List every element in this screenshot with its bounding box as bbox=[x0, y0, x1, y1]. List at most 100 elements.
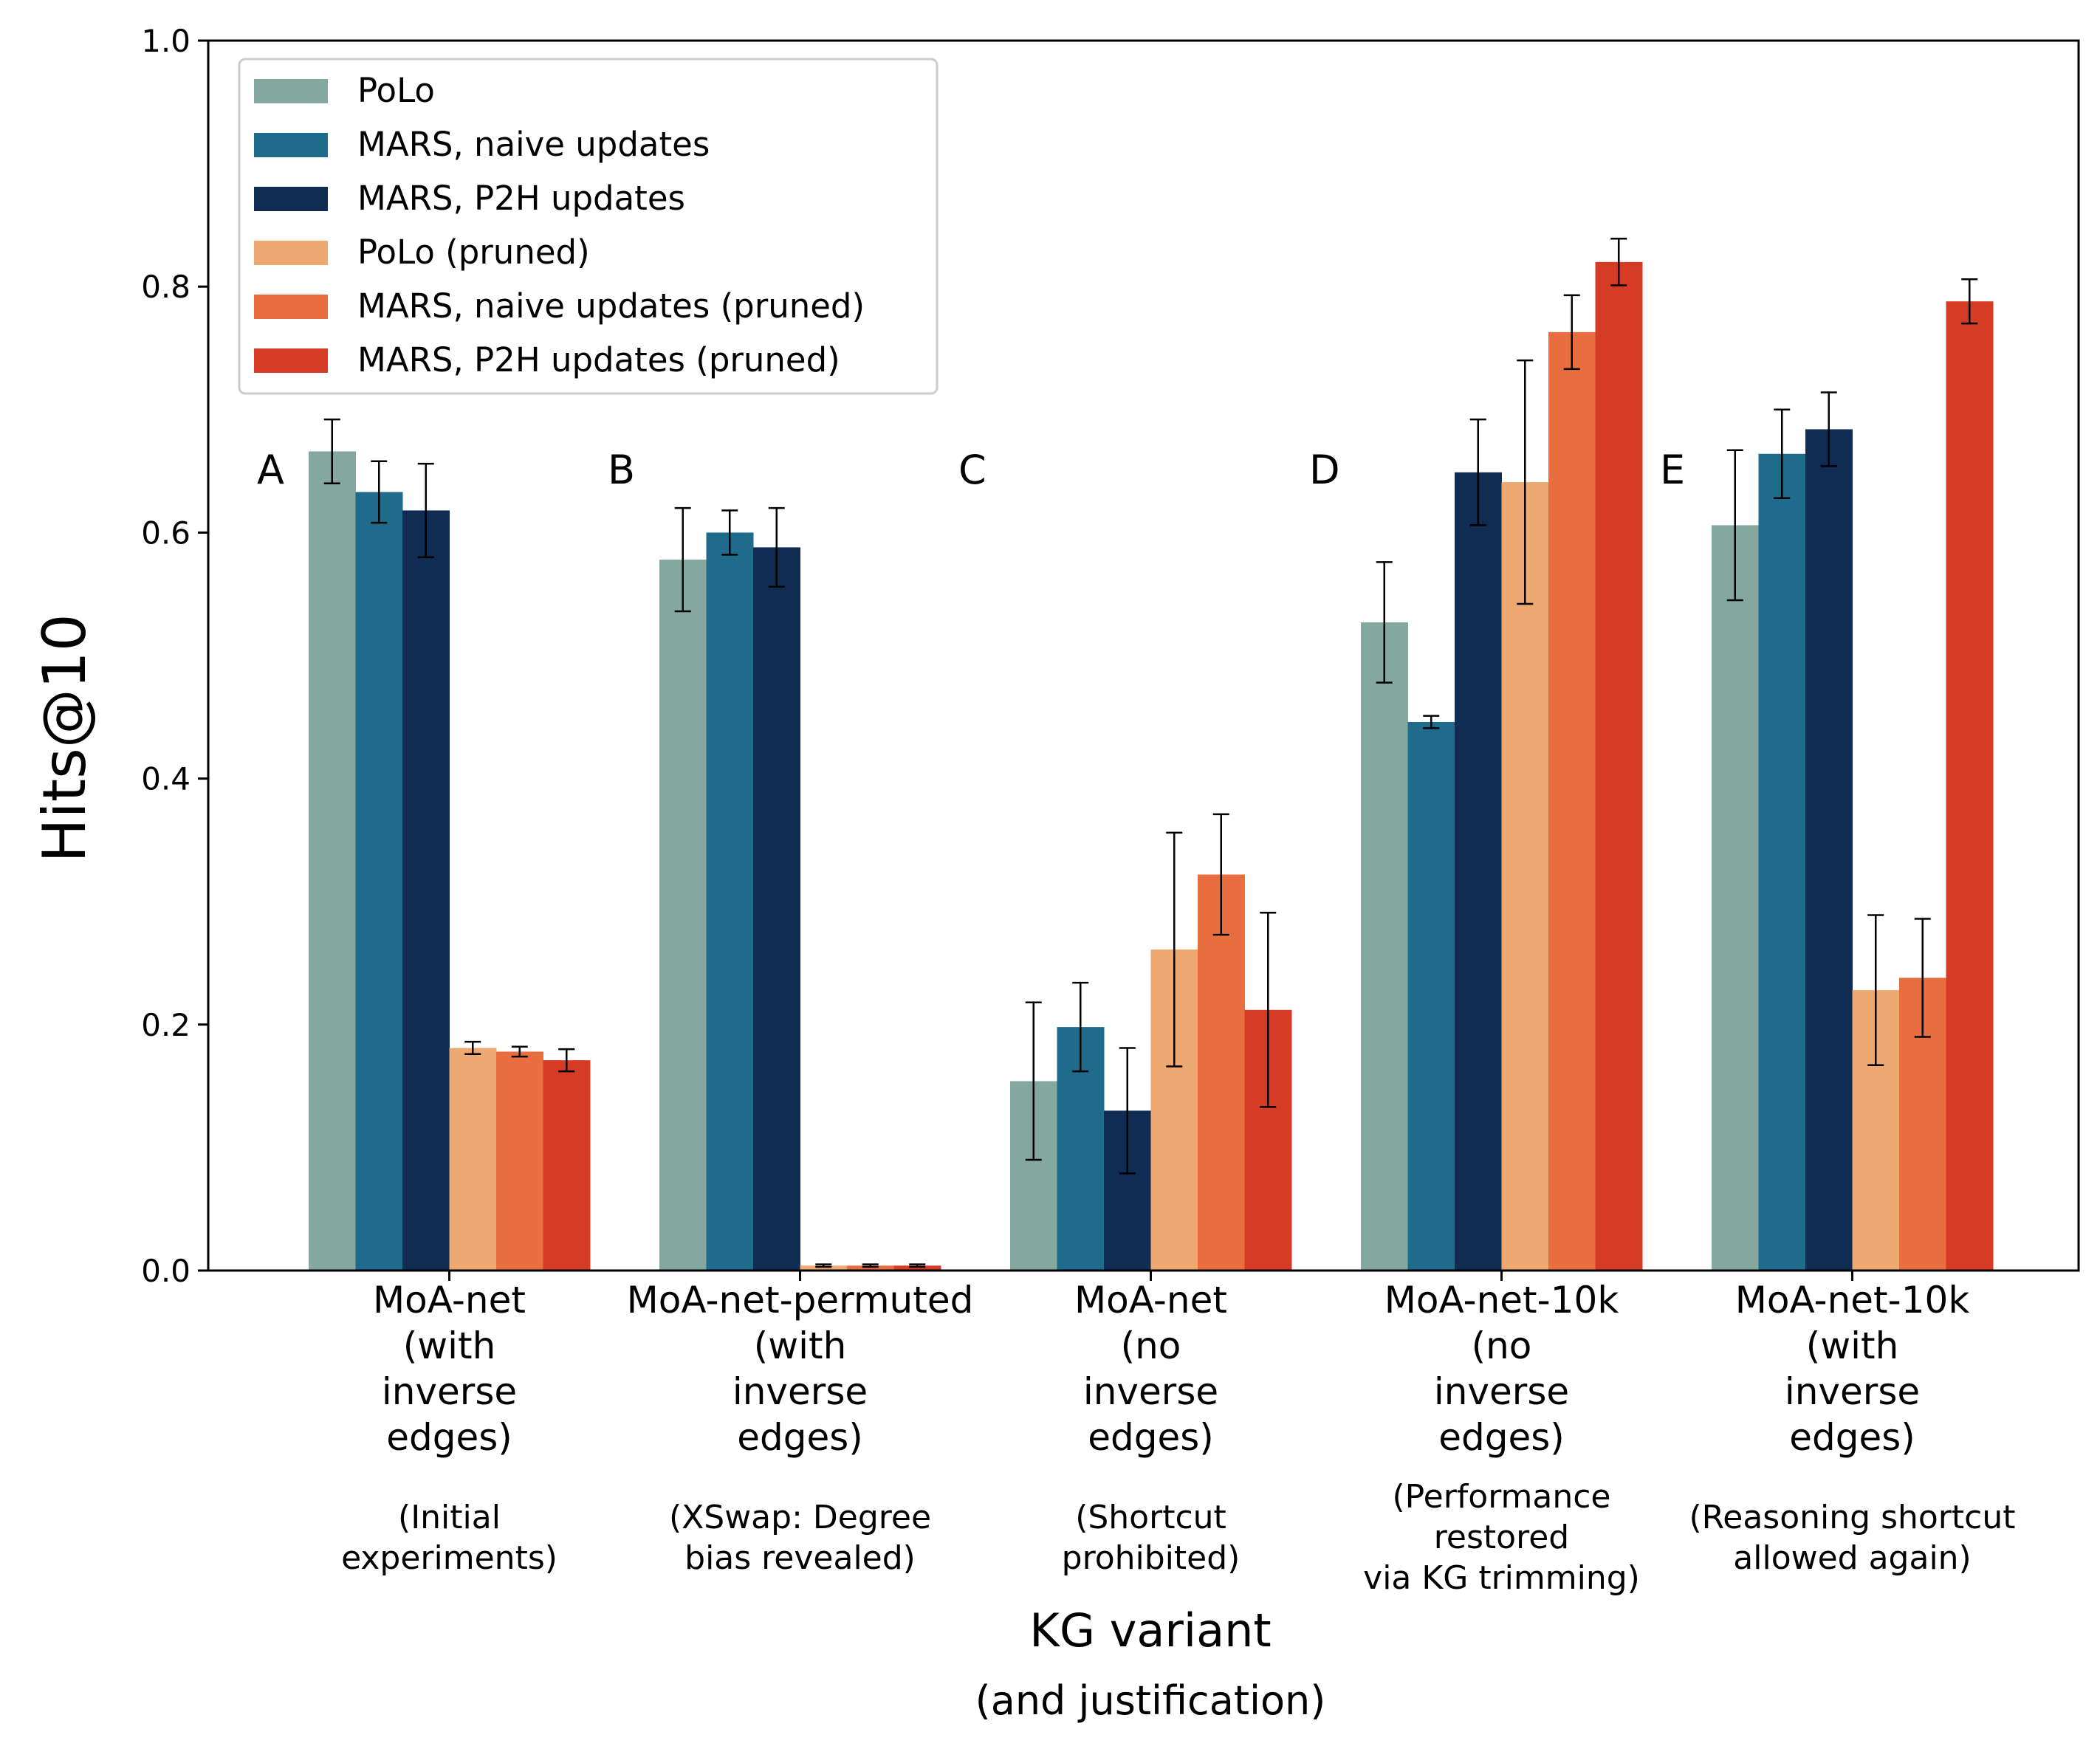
error-bar bbox=[1166, 831, 1183, 1068]
justification-line: (XSwap: Degree bbox=[669, 1499, 931, 1536]
legend-swatch bbox=[254, 348, 328, 373]
x-axis: MoA-net(withinverseedges)(Initialexperim… bbox=[341, 1271, 2015, 1597]
x-tick-label-line: MoA-net-10k bbox=[1384, 1279, 1619, 1321]
bar-2-a bbox=[355, 492, 403, 1271]
justification-line: (Performance bbox=[1393, 1478, 1611, 1516]
panel-letter-d: D bbox=[1309, 447, 1340, 493]
error-bar bbox=[417, 462, 434, 558]
legend-label: MARS, P2H updates (pruned) bbox=[357, 340, 840, 379]
x-tick-label-line: inverse bbox=[1434, 1370, 1569, 1413]
x-tick-label-line: edges) bbox=[386, 1416, 512, 1459]
legend-item: MARS, naive updates bbox=[254, 125, 710, 164]
error-bar bbox=[1119, 1047, 1136, 1175]
legend-label: MARS, P2H updates bbox=[357, 179, 685, 218]
x-tick-label-line: (with bbox=[754, 1324, 847, 1367]
justification-line: restored bbox=[1434, 1519, 1569, 1556]
bar-2-b bbox=[706, 532, 754, 1271]
error-bar bbox=[1423, 715, 1440, 729]
legend-label: PoLo (pruned) bbox=[357, 233, 590, 272]
x-tick-label-line: MoA-net bbox=[373, 1279, 526, 1321]
error-bar bbox=[909, 1263, 926, 1268]
legend-swatch bbox=[254, 133, 328, 157]
panel-letter-e: E bbox=[1660, 447, 1685, 493]
bar-6-b bbox=[893, 1265, 941, 1271]
panel-letter-b: B bbox=[608, 447, 635, 493]
legend-swatch bbox=[254, 241, 328, 265]
legend-swatch bbox=[254, 187, 328, 211]
error-bar bbox=[1212, 813, 1229, 936]
error-bar bbox=[1025, 1001, 1042, 1161]
bar-6-a bbox=[543, 1060, 591, 1271]
legend-item: MARS, P2H updates bbox=[254, 179, 685, 218]
legend-swatch bbox=[254, 295, 328, 319]
y-tick-label: 0.4 bbox=[141, 761, 191, 797]
bars-layer bbox=[309, 261, 1994, 1271]
x-tick-label-line: edges) bbox=[737, 1416, 863, 1459]
bar-4-a bbox=[449, 1048, 497, 1271]
error-bar bbox=[1517, 359, 1534, 605]
legend: PoLo MARS, naive updates MARS, P2H updates… bbox=[238, 58, 939, 395]
error-bar bbox=[674, 506, 691, 613]
error-bar bbox=[721, 509, 738, 556]
y-tick-label: 0.6 bbox=[141, 515, 191, 551]
bar-1-e bbox=[1712, 525, 1759, 1271]
bar-1-b bbox=[659, 560, 707, 1271]
bar-2-e bbox=[1758, 453, 1806, 1271]
error-bar bbox=[815, 1263, 832, 1268]
legend-box bbox=[238, 58, 939, 395]
bar-6-e bbox=[1946, 301, 1994, 1271]
y-tick-label: 0.0 bbox=[141, 1253, 191, 1289]
bar-3-d bbox=[1455, 472, 1502, 1271]
justification-line: via KG trimming) bbox=[1363, 1559, 1640, 1597]
x-tick-label-line: edges) bbox=[1438, 1416, 1565, 1459]
y-tick-label: 0.2 bbox=[141, 1007, 191, 1043]
x-axis-sublabel: (and justification) bbox=[975, 1677, 1326, 1724]
justification-line: allowed again) bbox=[1733, 1539, 1971, 1577]
justification-line: experiments) bbox=[341, 1539, 557, 1577]
legend-label: MARS, naive updates bbox=[357, 125, 710, 164]
legend-label: MARS, naive updates (pruned) bbox=[357, 286, 865, 326]
bar-6-d bbox=[1595, 261, 1643, 1271]
error-bar bbox=[511, 1045, 528, 1058]
justification-line: (Shortcut bbox=[1075, 1499, 1226, 1536]
error-bar bbox=[768, 506, 785, 588]
error-bar bbox=[1610, 237, 1627, 286]
x-tick-label-line: MoA-net-10k bbox=[1735, 1279, 1970, 1321]
x-tick-label-line: inverse bbox=[382, 1370, 517, 1413]
bar-1-d bbox=[1361, 622, 1408, 1271]
error-bars-layer bbox=[323, 237, 1978, 1268]
bar-5-c bbox=[1198, 874, 1245, 1271]
error-bar bbox=[1914, 918, 1931, 1038]
error-bar bbox=[1867, 914, 1884, 1067]
error-bar bbox=[1774, 408, 1791, 500]
panel-letter-c: C bbox=[958, 447, 986, 493]
bar-5-b bbox=[847, 1265, 894, 1271]
panel-letter-a: A bbox=[257, 447, 284, 493]
bar-1-a bbox=[309, 451, 356, 1271]
bar-2-d bbox=[1407, 721, 1455, 1271]
error-bar bbox=[1820, 391, 1837, 467]
legend-item: MARS, naive updates (pruned) bbox=[254, 286, 865, 326]
justification-line: (Reasoning shortcut bbox=[1689, 1499, 2016, 1536]
x-tick-label-line: (with bbox=[403, 1324, 496, 1367]
legend-item: PoLo bbox=[254, 71, 435, 110]
y-tick-label: 0.8 bbox=[141, 269, 191, 305]
error-bar bbox=[1469, 418, 1486, 526]
error-bar bbox=[1260, 911, 1277, 1108]
justification-line: bias revealed) bbox=[684, 1539, 916, 1577]
legend-swatch bbox=[254, 79, 328, 103]
error-bar bbox=[371, 460, 388, 524]
x-tick-label-line: edges) bbox=[1088, 1416, 1214, 1459]
bar-3-a bbox=[402, 510, 450, 1271]
error-bar bbox=[464, 1040, 481, 1056]
